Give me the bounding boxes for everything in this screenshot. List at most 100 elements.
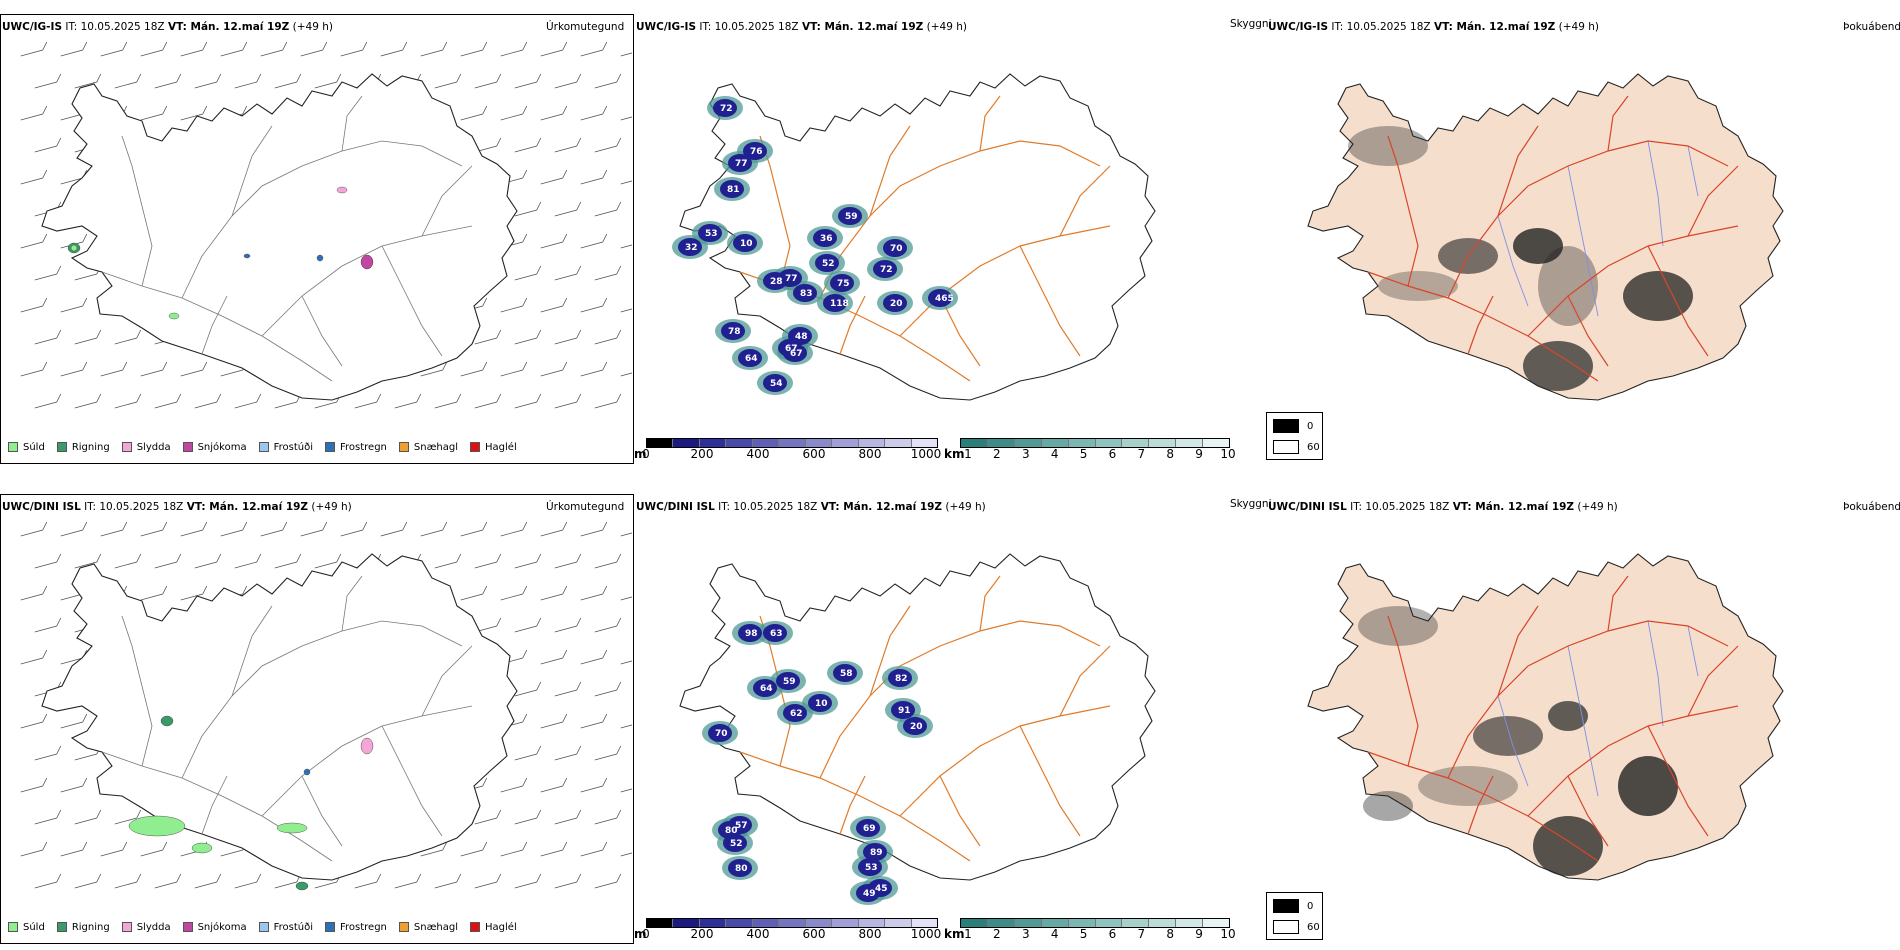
colorbar-segment <box>699 919 727 927</box>
roads <box>101 95 473 382</box>
legend-swatch <box>56 442 67 452</box>
cloudbase-value-label: 49 <box>863 889 876 899</box>
legend-label: Snjókoma <box>197 441 247 453</box>
cloudbase-value-label: 67 <box>790 349 803 359</box>
iceland-outline <box>679 73 1156 401</box>
colorbar-tick: 2 <box>993 447 1001 461</box>
colorbar-tick: 8 <box>1166 927 1175 941</box>
colorbar-tick: 600 <box>802 447 826 461</box>
legend-swatch <box>121 442 132 452</box>
init-time: IT: 10.05.2025 18Z <box>718 501 818 513</box>
colorbar-tick: 9 <box>1195 447 1203 461</box>
visibility-colorbar-top <box>960 438 1230 448</box>
model-code: UWC/DINI ISL <box>2 501 81 513</box>
cloudbase-value-label: 69 <box>863 824 876 834</box>
cloudbase-value-label: 59 <box>845 212 858 222</box>
legend-swatch <box>258 922 269 932</box>
precip-legend-top: Súld Rigning Slydda Snjókoma Frostúði Frostre… <box>8 439 529 455</box>
valid-time: VT: Mán. 12.maí 19Z <box>1433 21 1556 33</box>
roads <box>1367 575 1739 862</box>
visibility-title-top: Skyggni <box>1230 18 1272 30</box>
legend-swatch <box>8 922 18 932</box>
fog-swatch-60 <box>1273 440 1299 454</box>
roads <box>1367 95 1739 382</box>
colorbar-tick: 200 <box>690 447 714 461</box>
cloudbase-value-label: 77 <box>735 159 748 169</box>
legend-label: Haglél <box>485 921 517 933</box>
cloudbase-value-label: 76 <box>750 147 763 157</box>
colorbar-tick: 3 <box>1021 447 1030 461</box>
colorbar-segment <box>699 439 727 447</box>
model-code: UWC/IG-IS <box>2 21 63 33</box>
colorbar-segment <box>1149 919 1177 927</box>
cloudbase-value-label: 45 <box>875 884 888 894</box>
legend-swatch <box>398 922 409 932</box>
colorbar-segment <box>832 439 859 447</box>
colorbar-tick: 4 <box>1050 447 1059 461</box>
colorbar-tick: 9 <box>1195 927 1203 941</box>
legend-label: Rigning <box>71 441 110 453</box>
init-time: IT: 10.05.2025 18Z <box>65 21 165 33</box>
colorbar-tick: 10 <box>1220 447 1236 461</box>
cloudbase-value-label: 57 <box>735 821 748 831</box>
colorbar-segment <box>885 439 912 447</box>
colorbar-segment <box>1203 439 1230 447</box>
colorbar-segment <box>673 919 700 927</box>
precip-legend-item: Frostúði <box>258 922 313 933</box>
fog-legend-label: 60 <box>1307 441 1320 453</box>
cloudbase-value-label: 53 <box>865 863 878 873</box>
cloudbase-value-label: 20 <box>910 722 923 732</box>
precip-legend-item: Snæhagl <box>398 442 458 453</box>
init-time: IT: 10.05.2025 18Z <box>1331 21 1431 33</box>
colorbar-segment <box>779 439 806 447</box>
visibility-ticks-top: 1 2 3 4 5 6 7 8 9 10 <box>964 447 1238 461</box>
precip-legend-item: Slydda <box>121 442 171 453</box>
fog-legend-bottom: 0 60 <box>1266 892 1323 940</box>
colorbar-segment <box>752 439 780 447</box>
legend-swatch <box>182 922 193 932</box>
colorbar-tick: 400 <box>746 927 770 941</box>
cloudbase-value-label: 52 <box>730 839 743 849</box>
fog-swatch-60 <box>1273 920 1299 934</box>
precip-legend-item: Súld <box>8 922 45 933</box>
colorbar-segment <box>1176 439 1204 447</box>
colorbar-segment <box>1149 439 1177 447</box>
cloudbase-value-label: 20 <box>890 299 903 309</box>
colorbar-segment <box>1068 919 1096 927</box>
lead-time: (+49 h) <box>945 501 986 513</box>
colorbar-segment <box>805 439 833 447</box>
model-code: UWC/IG-IS <box>636 21 697 33</box>
cloudbase-value-label: 64 <box>760 684 773 694</box>
cloudbase-value-label: 70 <box>715 729 728 739</box>
cloudbase-value-label: 58 <box>840 669 853 679</box>
cloudbase-value-label: 48 <box>795 332 808 342</box>
model-code: UWC/DINI ISL <box>636 501 715 513</box>
visibility-colorbar-bottom <box>960 918 1230 928</box>
fog-title-bottom: Þokuábendi <box>1843 501 1900 513</box>
colorbar-tick: 600 <box>802 927 826 941</box>
colorbar-segment <box>858 919 886 927</box>
colorbar-segment <box>752 919 780 927</box>
cloud-header-bottom: UWC/DINI ISL IT: 10.05.2025 18Z VT: Mán.… <box>636 501 986 513</box>
colorbar-segment <box>885 919 912 927</box>
legend-label: Frostregn <box>340 441 387 453</box>
cloudbase-value-label: 75 <box>837 279 850 289</box>
roads <box>739 575 1111 862</box>
colorbar-segment <box>1176 919 1204 927</box>
colorbar-tick: 4 <box>1050 927 1059 941</box>
cloud-header-top: UWC/IG-IS IT: 10.05.2025 18Z VT: Mán. 12… <box>636 21 967 33</box>
cloudbase-value-label: 82 <box>895 674 908 684</box>
cloudbase-value-label: 62 <box>790 709 803 719</box>
fog-swatch-0 <box>1273 419 1299 433</box>
precip-legend-item: Rigning <box>56 922 110 933</box>
cloudbase-value-label: 63 <box>770 629 783 639</box>
precip-cells <box>128 715 374 891</box>
legend-swatch <box>398 442 409 452</box>
cloudbase-value-label: 53 <box>705 229 718 239</box>
cloudbase-value-label: 64 <box>745 354 758 364</box>
colorbar-segment <box>647 919 674 927</box>
colorbar-tick: 6 <box>1108 447 1117 461</box>
cloudbase-value-label: 81 <box>727 185 740 195</box>
colorbar-tick: 800 <box>858 927 882 941</box>
